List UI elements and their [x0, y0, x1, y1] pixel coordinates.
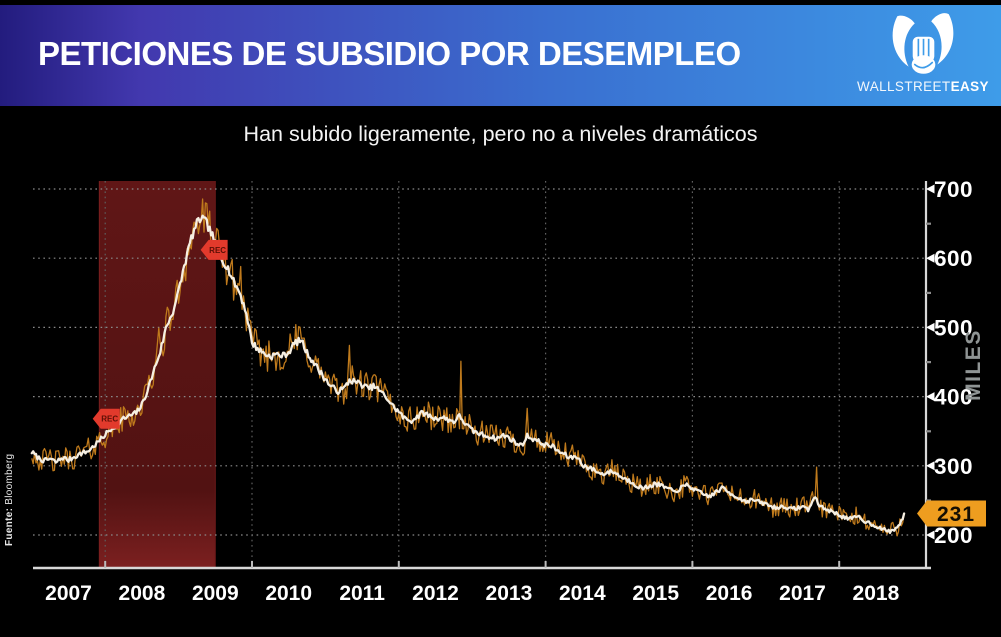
x-axis-tick-label: 2009: [192, 582, 239, 605]
x-axis-tick-label: 2015: [632, 582, 679, 605]
brand-name-bold: EASY: [950, 79, 989, 94]
rec-marker-label: REC: [209, 246, 226, 255]
y-axis-tick-label: 400: [934, 385, 973, 410]
y-axis-major-tick: [926, 530, 935, 540]
y-axis-minor-tick: [926, 291, 931, 294]
y-axis-minor-tick: [926, 430, 931, 433]
y-axis-minor-tick: [926, 361, 931, 364]
rec-marker-label: REC: [101, 415, 118, 424]
last-value-tag: [917, 500, 986, 527]
x-axis-tick-label: 2016: [706, 582, 753, 605]
y-axis-minor-tick: [926, 499, 931, 502]
weekly-series-line: [31, 198, 905, 537]
y-axis-major-tick: [926, 253, 935, 263]
x-axis-tick-label: 2007: [45, 582, 92, 605]
source-note-name: Bloomberg: [4, 453, 15, 505]
y-axis-tick-label: 500: [934, 315, 973, 340]
rec-marker: [92, 408, 120, 429]
page-title: PETICIONES DE SUBSIDIO POR DESEMPLEO: [38, 35, 741, 72]
y-axis-tick-label: 300: [934, 454, 973, 479]
brand-name: WALLSTREETEASY: [853, 79, 993, 94]
x-axis-tick-label: 2011: [339, 582, 385, 605]
y-axis-tick-label: 600: [934, 246, 973, 271]
x-axis-tick-label: 2017: [779, 582, 826, 605]
brand-name-light: WALLSTREET: [857, 79, 951, 94]
last-value-label: 231: [937, 503, 975, 526]
chart-subtitle: Han subido ligeramente, pero no a nivele…: [243, 122, 758, 146]
x-axis-tick-label: 2013: [486, 582, 533, 605]
y-axis-major-tick: [926, 461, 935, 471]
y-axis-tick-label: 700: [934, 177, 973, 202]
source-note-prefix: Fuente:: [4, 507, 15, 546]
x-axis-tick-label: 2018: [853, 582, 900, 605]
y-axis-tick-label: 200: [934, 523, 973, 548]
x-axis-tick-label: 2014: [559, 582, 606, 605]
brand-logo: WALLSTREETEASY: [853, 13, 993, 108]
ma-series-line: [30, 214, 906, 535]
y-axis-major-tick: [926, 392, 935, 402]
y-axis-major-tick: [926, 322, 935, 332]
bull-fist-icon: [892, 13, 954, 74]
source-note: Fuente: Bloomberg: [4, 454, 15, 546]
y-axis-title: MILES: [962, 329, 985, 401]
rec-marker: [200, 239, 228, 260]
recession-band: [99, 181, 216, 568]
header-banner: PETICIONES DE SUBSIDIO POR DESEMPLEO WAL…: [0, 5, 1001, 106]
y-axis-minor-tick: [926, 222, 931, 225]
x-axis-tick-label: 2010: [265, 582, 312, 605]
y-axis-major-tick: [926, 184, 935, 194]
x-axis-tick-label: 2008: [119, 582, 166, 605]
x-axis-tick-label: 2012: [412, 582, 459, 605]
